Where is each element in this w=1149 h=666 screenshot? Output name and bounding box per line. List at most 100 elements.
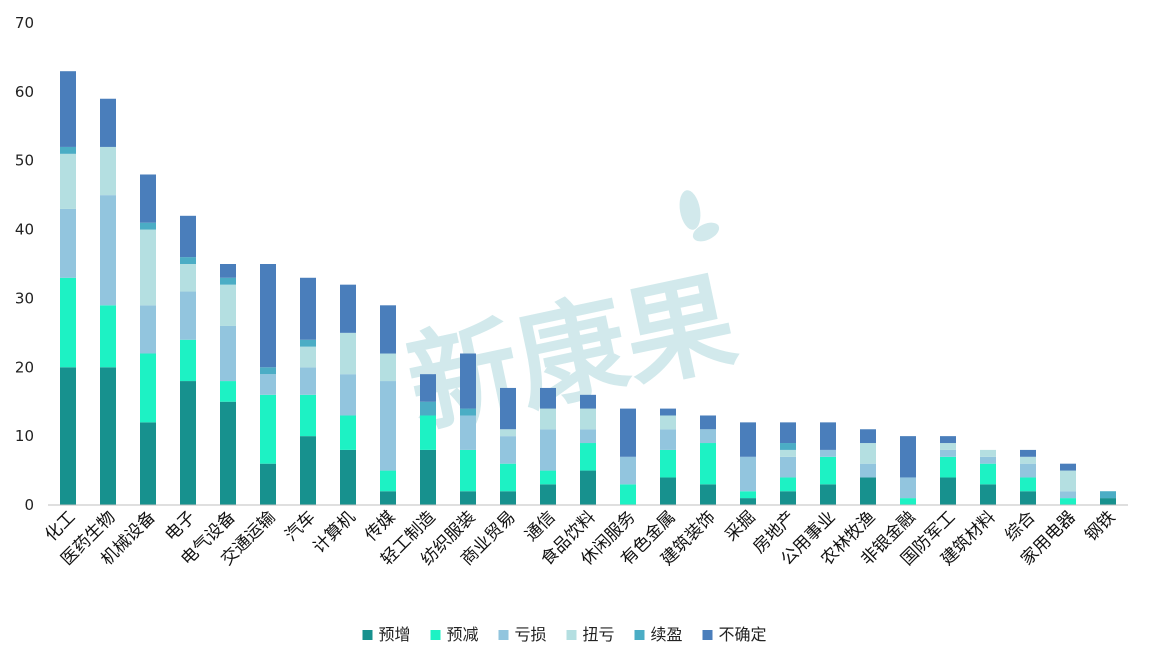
bar-segment <box>140 305 156 354</box>
bar-segment <box>980 463 996 485</box>
bar-segment <box>500 429 516 437</box>
bar-segment <box>420 449 436 505</box>
bar-stack <box>740 422 756 505</box>
bar-segment <box>460 353 476 409</box>
bar-segment <box>780 449 796 457</box>
bar-segment <box>620 484 636 505</box>
x-tick-label: 钢铁 <box>1081 507 1119 545</box>
bar-segment <box>740 422 756 457</box>
bar-segment <box>300 346 316 368</box>
bar-segment <box>220 401 236 505</box>
bar-segment <box>980 456 996 464</box>
bar-segment <box>340 415 356 450</box>
bar-segment <box>660 449 676 478</box>
bar-segment <box>140 222 156 230</box>
bar-stack <box>1020 449 1036 505</box>
bar-segment <box>500 491 516 505</box>
bar-segment <box>820 449 836 457</box>
bar-segment <box>500 436 516 464</box>
y-tick-label: 40 <box>15 221 34 239</box>
bar-segment <box>580 394 596 409</box>
bar-segment <box>60 146 76 154</box>
bar-segment <box>340 332 356 375</box>
bar-segment <box>940 477 956 505</box>
bar-segment <box>260 264 276 368</box>
bar-segment <box>700 415 716 430</box>
bar-segment <box>220 277 236 285</box>
bar-segment <box>380 470 396 492</box>
y-tick-label: 10 <box>15 427 34 445</box>
bar-segment <box>700 484 716 505</box>
legend-swatch <box>566 630 577 640</box>
bar-segment <box>1060 470 1076 492</box>
bar-segment <box>980 449 996 457</box>
bar-segment <box>100 98 116 147</box>
y-tick-label: 70 <box>15 14 34 32</box>
bar-segment <box>460 449 476 492</box>
legend-swatch <box>634 630 645 640</box>
watermark-logo: 新康果 <box>397 190 746 451</box>
bar-segment <box>780 456 796 478</box>
y-axis: 0 10 20 30 40 50 60 70 <box>15 14 34 514</box>
bar-segment <box>180 257 196 264</box>
bar-stack <box>620 408 636 505</box>
bar-segment <box>380 305 396 354</box>
legend-item: 预减 <box>430 625 479 644</box>
bar-stack <box>340 284 356 505</box>
bar-segment <box>420 374 436 402</box>
bar-stack <box>260 264 276 505</box>
bar-segment <box>260 374 276 395</box>
bar-segment <box>860 463 876 478</box>
bar-segment <box>140 229 156 306</box>
bar-stack <box>820 422 836 505</box>
bar-segment <box>900 477 916 499</box>
bar-segment <box>260 463 276 505</box>
bar-segment <box>260 394 276 464</box>
bar-stack <box>220 264 236 505</box>
bar-segment <box>180 381 196 505</box>
bar-segment <box>780 477 796 492</box>
bar-segment <box>740 498 756 505</box>
y-tick-label: 20 <box>15 358 34 376</box>
bar-segment <box>780 491 796 505</box>
bar-segment <box>380 381 396 471</box>
bar-stack <box>100 98 116 505</box>
legend-label: 预增 <box>379 625 411 644</box>
bar-segment <box>500 387 516 430</box>
bar-segment <box>940 456 956 478</box>
legend-swatch <box>430 630 441 640</box>
bar-segment <box>1020 449 1036 457</box>
legend-item: 不确定 <box>702 625 767 644</box>
bar-segment <box>260 367 276 375</box>
bar-segment <box>580 443 596 471</box>
bar-segment <box>540 470 556 485</box>
bar-segment <box>220 381 236 402</box>
bar-stack <box>580 394 596 505</box>
bar-segment <box>300 394 316 437</box>
legend-swatch <box>362 630 373 640</box>
bar-stack <box>660 408 676 505</box>
bar-segment <box>700 443 716 485</box>
bar-stack <box>700 415 716 505</box>
bar-segment <box>1060 498 1076 505</box>
bar-segment <box>140 174 156 223</box>
bar-segment <box>340 374 356 416</box>
y-tick-label: 60 <box>15 83 34 101</box>
bar-segment <box>860 443 876 464</box>
bar-segment <box>700 429 716 444</box>
y-tick-label: 30 <box>15 289 34 307</box>
bar-segment <box>1020 491 1036 505</box>
bar-segment <box>100 195 116 306</box>
bar-stack <box>540 387 556 505</box>
bar-segment <box>1020 456 1036 464</box>
bar-stack <box>500 387 516 505</box>
bar-segment <box>60 277 76 368</box>
bar-segment <box>220 284 236 326</box>
bar-segment <box>300 436 316 505</box>
bar-segment <box>220 325 236 382</box>
bar-segment <box>940 443 956 450</box>
bar-stack <box>420 374 436 505</box>
bar-segment <box>540 387 556 409</box>
bar-segment <box>940 436 956 444</box>
